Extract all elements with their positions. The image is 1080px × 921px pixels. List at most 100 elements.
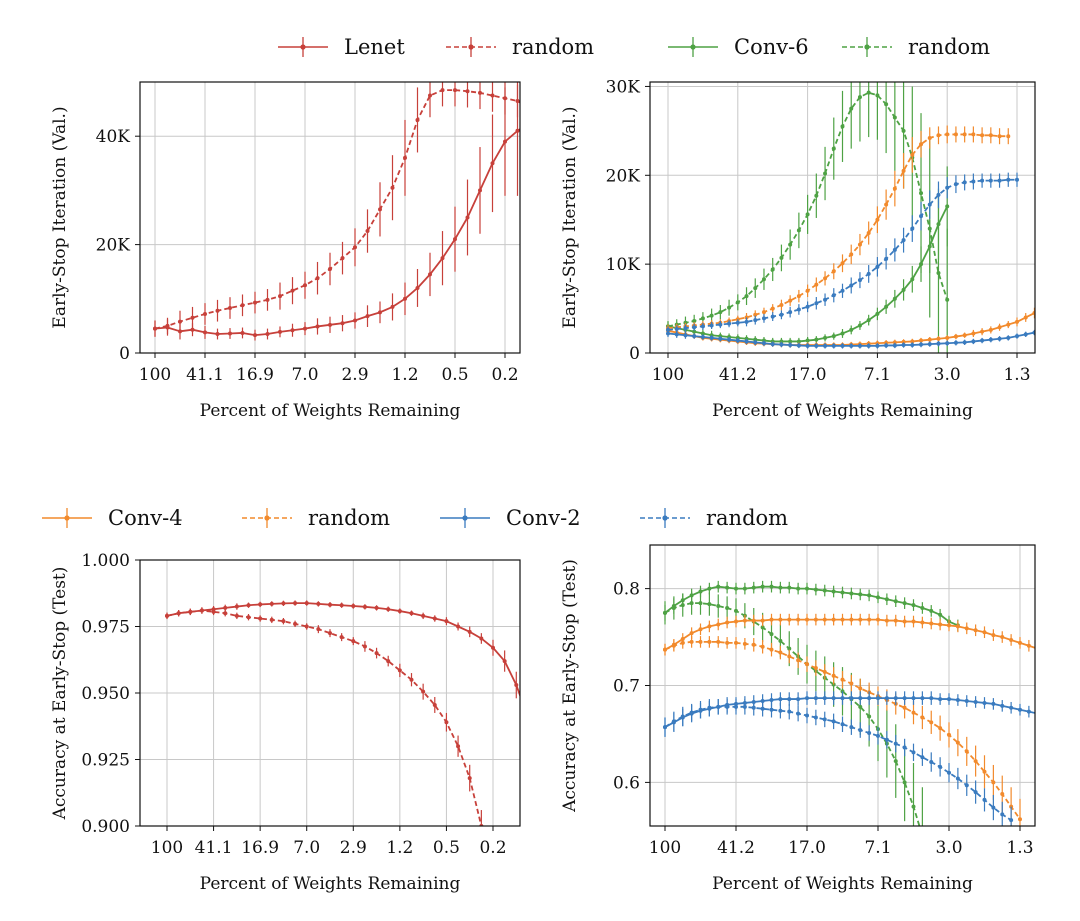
data-point <box>927 337 932 342</box>
data-point <box>910 339 915 344</box>
data-point <box>432 702 437 707</box>
data-point <box>849 252 854 257</box>
data-point <box>997 336 1002 341</box>
data-point <box>240 330 245 335</box>
data-point <box>709 313 714 318</box>
data-point <box>849 343 854 348</box>
data-point <box>991 701 996 706</box>
data-point <box>867 617 872 622</box>
chart-panel-4: 100 41.2 17.0 7.1 3.0 1.3 0.6 0.7 0.8 Percent of … <box>560 544 1036 894</box>
x-tick-label: 0.2 <box>479 838 506 858</box>
data-point <box>744 294 749 299</box>
data-point <box>709 335 714 340</box>
data-point <box>823 335 828 340</box>
data-point <box>929 720 934 725</box>
x-tick-label: 100 <box>139 365 171 385</box>
data-point <box>945 341 950 346</box>
series-conv-4-solid <box>663 613 1035 656</box>
x-tick-label: 7.0 <box>293 838 320 858</box>
data-point <box>805 696 809 701</box>
data-point <box>936 341 941 346</box>
data-point <box>742 641 747 646</box>
data-point <box>938 697 943 702</box>
data-point <box>920 755 925 760</box>
data-point <box>991 633 996 638</box>
data-point <box>787 646 792 651</box>
data-point <box>734 608 738 613</box>
data-point <box>453 88 457 93</box>
data-point <box>281 619 286 624</box>
data-point <box>760 644 765 649</box>
series-group <box>663 580 1035 826</box>
chart-panels: 100 41.1 16.9 7.0 2.9 1.2 0.5 0.2 0 20K 40K Percent… <box>50 77 1036 894</box>
data-point <box>858 696 863 701</box>
data-point <box>680 714 685 719</box>
data-point <box>805 662 809 667</box>
data-point <box>788 310 793 315</box>
y-tick-label: 20K <box>96 236 131 256</box>
data-point <box>293 601 298 606</box>
data-point <box>240 303 245 308</box>
data-point <box>689 631 694 636</box>
legend-item-conv-4: Conv-4 <box>42 506 183 530</box>
data-point <box>997 178 1002 183</box>
data-point <box>893 741 898 746</box>
data-point <box>884 737 889 742</box>
data-point <box>478 188 482 193</box>
data-point <box>397 668 402 673</box>
legend-marker <box>662 515 668 521</box>
y-tick-label: 0 <box>119 344 130 364</box>
data-point <box>867 730 872 735</box>
legend-label: random <box>308 506 390 530</box>
data-point <box>502 659 507 664</box>
data-point <box>698 601 703 606</box>
data-point <box>421 689 426 694</box>
data-point <box>814 282 819 287</box>
data-point <box>778 638 783 643</box>
data-point <box>253 333 257 338</box>
data-point <box>689 639 694 644</box>
data-point <box>796 343 801 348</box>
data-point <box>707 624 712 629</box>
data-point <box>902 745 907 750</box>
data-point <box>955 740 960 745</box>
data-point <box>362 644 367 649</box>
data-point <box>858 728 863 733</box>
data-point <box>698 639 703 644</box>
data-point <box>467 629 472 634</box>
data-point <box>779 255 784 260</box>
data-point <box>465 215 470 220</box>
data-point <box>938 612 943 617</box>
data-point <box>725 620 730 625</box>
data-point <box>165 323 170 328</box>
data-point <box>901 168 906 173</box>
data-point <box>893 759 898 764</box>
x-tick-label: 16.9 <box>241 838 279 858</box>
data-point <box>490 93 495 98</box>
data-point <box>351 639 356 644</box>
data-point <box>840 288 845 293</box>
data-point <box>353 245 357 250</box>
series-line <box>664 618 1035 651</box>
data-point <box>680 603 685 608</box>
data-point <box>962 180 967 185</box>
legend-bottom: Conv-4 random Conv-2 random <box>42 506 788 530</box>
data-point <box>761 341 766 346</box>
data-point <box>849 327 854 332</box>
data-point <box>858 686 863 691</box>
data-point <box>491 645 495 650</box>
data-point <box>857 278 862 283</box>
x-axis-label: Percent of Weights Remaining <box>200 401 461 421</box>
data-point <box>796 586 801 591</box>
data-point <box>866 90 871 95</box>
data-point <box>902 780 907 785</box>
data-point <box>901 339 906 344</box>
data-point <box>973 699 978 704</box>
y-axis-label: Accuracy at Early-Stop (Test) <box>50 567 70 821</box>
data-point <box>290 328 295 333</box>
data-point <box>875 217 880 222</box>
data-point <box>973 759 978 764</box>
data-point <box>849 725 854 730</box>
data-point <box>770 267 775 272</box>
